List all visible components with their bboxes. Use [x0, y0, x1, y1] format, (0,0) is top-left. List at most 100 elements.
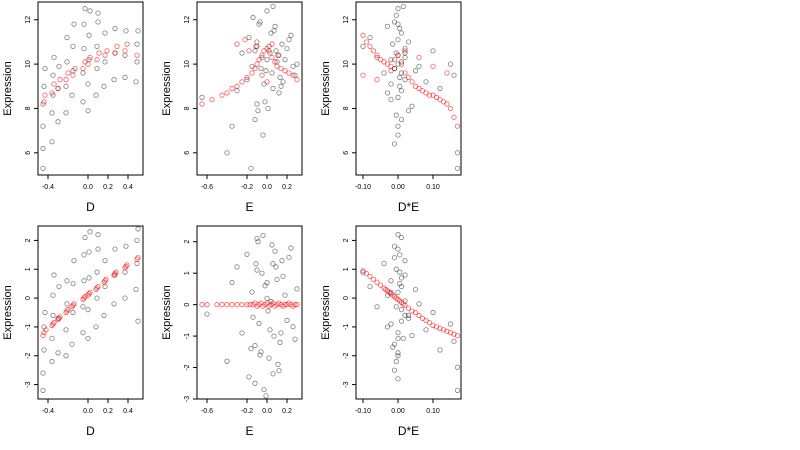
- x-tick-label: 0.4: [123, 408, 133, 415]
- observed-point: [94, 295, 100, 301]
- observed-point: [244, 251, 250, 257]
- observed-point: [395, 289, 401, 295]
- observed-point: [40, 387, 46, 393]
- observed-point: [288, 245, 294, 251]
- observed-point: [244, 77, 250, 83]
- fitted-point: [65, 307, 71, 313]
- fitted-point: [81, 295, 87, 301]
- observed-point: [395, 232, 401, 238]
- observed-point: [69, 341, 75, 347]
- observed-point: [112, 246, 118, 252]
- fitted-point: [219, 302, 225, 308]
- observed-point: [40, 123, 46, 129]
- fitted-point: [454, 332, 461, 339]
- fitted-point: [64, 308, 70, 314]
- fitted-point: [402, 70, 408, 76]
- observed-point: [393, 112, 399, 118]
- fitted-point: [40, 332, 46, 339]
- observed-point: [70, 309, 76, 316]
- fitted-point: [242, 37, 248, 43]
- observed-point: [250, 314, 256, 320]
- observed-point: [85, 108, 91, 114]
- observed-point: [264, 8, 270, 14]
- observed-point: [252, 48, 258, 54]
- observed-point: [63, 353, 69, 359]
- fitted-point: [363, 270, 370, 277]
- x-axis-label: E: [245, 424, 253, 438]
- y-tick-label: 1: [25, 267, 32, 271]
- fitted-point: [70, 302, 76, 308]
- fitted-point: [252, 65, 258, 72]
- observed-point: [260, 132, 266, 138]
- fitted-point: [51, 81, 57, 87]
- plot-frame: [196, 1, 303, 176]
- observed-point: [398, 234, 405, 241]
- fitted-point: [72, 65, 78, 72]
- observed-point: [234, 264, 240, 270]
- y-tick-label: 2: [343, 238, 350, 242]
- observed-point: [69, 92, 75, 98]
- fitted-point: [224, 302, 230, 308]
- observed-point: [273, 264, 279, 270]
- y-tick-label: 10: [343, 60, 350, 68]
- observed-point: [224, 150, 230, 156]
- fitted-point: [124, 262, 130, 268]
- observed-point: [288, 32, 294, 38]
- fitted-point: [367, 43, 373, 49]
- observed-point: [70, 281, 76, 287]
- observed-point: [249, 63, 255, 69]
- observed-point: [135, 28, 141, 34]
- scatter-panel-5: -0.6 -0.2 0.0 0.2 -3 -2 -1 0 1 2 E Expression: [161, 225, 303, 438]
- fitted-point: [199, 302, 205, 308]
- observed-point: [454, 165, 461, 171]
- observed-point: [393, 266, 399, 272]
- observed-point: [397, 83, 403, 89]
- observed-point: [398, 88, 405, 94]
- x-tick-label: -0.4: [42, 184, 54, 191]
- observed-point: [101, 83, 107, 89]
- observed-point: [423, 327, 429, 333]
- observed-point: [276, 368, 282, 374]
- observed-point: [63, 110, 69, 116]
- x-tick-label: -0.4: [42, 408, 54, 415]
- observed-point: [412, 68, 419, 74]
- observed-point: [279, 41, 285, 47]
- observed-point: [451, 72, 457, 78]
- observed-point: [269, 242, 275, 248]
- y-tick-label: 0: [184, 303, 191, 307]
- observed-point: [398, 307, 405, 313]
- fitted-point: [214, 302, 220, 308]
- observed-point: [246, 374, 252, 380]
- observed-point: [102, 59, 108, 65]
- x-tick-label: -0.10: [355, 184, 371, 191]
- observed-point: [55, 350, 61, 356]
- fitted-point: [286, 70, 292, 76]
- observed-point: [64, 34, 70, 41]
- observed-point: [430, 48, 436, 54]
- observed-point: [286, 37, 292, 43]
- observed-point: [63, 83, 69, 89]
- fitted-point: [40, 101, 46, 107]
- observed-point: [393, 304, 399, 310]
- fitted-point: [290, 72, 296, 78]
- y-axis-label: Expression: [161, 285, 173, 339]
- fitted-point: [71, 301, 77, 307]
- observed-point: [280, 79, 286, 85]
- observed-point: [50, 312, 56, 318]
- fitted-point: [87, 54, 93, 61]
- fitted-point: [124, 41, 130, 47]
- observed-point: [292, 72, 298, 78]
- fitted-point: [135, 255, 141, 261]
- x-tick-label: -0.2: [241, 184, 253, 191]
- fitted-point: [50, 321, 56, 327]
- fitted-point: [402, 302, 408, 308]
- observed-point: [277, 339, 283, 345]
- x-tick-label: -0.2: [241, 408, 253, 415]
- observed-point: [397, 252, 403, 258]
- observed-point: [374, 304, 380, 310]
- observed-point: [50, 72, 56, 78]
- observed-point: [264, 57, 270, 63]
- observed-point: [40, 145, 46, 151]
- observed-point: [282, 292, 288, 298]
- observed-point: [284, 45, 290, 52]
